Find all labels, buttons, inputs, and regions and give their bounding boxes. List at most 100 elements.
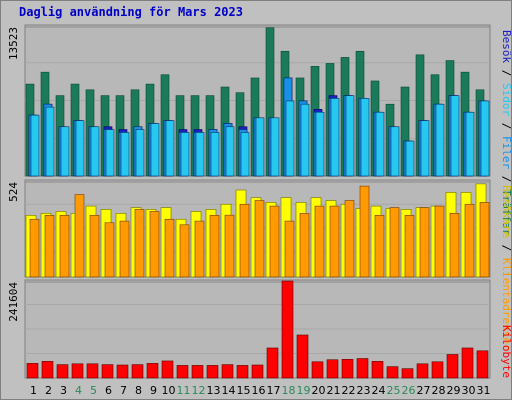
legend-entry: Sidor <box>500 83 512 116</box>
bar-klientadresser <box>344 200 355 278</box>
bar-klientadresser <box>314 205 325 278</box>
legend-separator: / <box>500 63 512 83</box>
bar-kilobyte <box>41 361 54 379</box>
bar-klientadresser <box>104 222 115 278</box>
bar-kilobyte <box>26 363 39 379</box>
bar-klientadresser <box>119 220 130 278</box>
bar-klientadresser <box>404 215 415 278</box>
legend-bottom: Kilobyte <box>500 325 512 378</box>
bar-kilobyte <box>56 364 69 379</box>
x-tick-label: 6 <box>105 384 112 397</box>
bar-sidor <box>420 120 430 177</box>
bar-sidor <box>435 103 445 177</box>
bar-sidor <box>405 140 415 177</box>
bar-klientadresser <box>74 194 85 278</box>
bar-klientadresser <box>269 205 280 278</box>
legend-separator: / <box>500 169 512 189</box>
x-tick-label: 26 <box>402 384 416 397</box>
bar-kilobyte <box>206 365 219 379</box>
bar-sidor <box>345 95 355 177</box>
bar-kilobyte <box>221 364 234 379</box>
bar-klientadresser <box>329 205 340 278</box>
bar-sidor <box>390 126 400 177</box>
bar-kilobyte <box>161 360 174 379</box>
bar-kilobyte <box>236 365 249 379</box>
x-tick-label: 1 <box>30 384 37 397</box>
x-tick-label: 30 <box>462 384 476 397</box>
bar-kilobyte <box>281 280 294 379</box>
bar-kilobyte <box>416 363 429 379</box>
legend-entry: Filer <box>500 136 512 169</box>
x-tick-label: 4 <box>75 384 82 397</box>
legend-entry: Besökare <box>500 185 512 238</box>
x-tick-label: 27 <box>417 384 431 397</box>
bar-kilobyte <box>461 347 474 379</box>
bar-klientadresser <box>29 218 40 278</box>
legend-entry: Träffar <box>500 189 512 236</box>
bar-kilobyte <box>341 359 354 379</box>
x-tick-label: 24 <box>372 384 386 397</box>
bar-kilobyte <box>116 364 129 379</box>
x-tick-label: 19 <box>297 384 311 397</box>
bar-kilobyte <box>371 361 384 379</box>
bar-kilobyte <box>356 358 369 379</box>
bar-sidor <box>60 126 70 177</box>
bar-sidor <box>135 129 145 177</box>
bar-kilobyte <box>266 347 279 379</box>
legend-separator: / <box>500 238 512 258</box>
bar-klientadresser <box>179 224 190 278</box>
x-tick-label: 11 <box>177 384 191 397</box>
bar-kilobyte <box>86 363 99 379</box>
bar-sidor <box>45 106 55 177</box>
bar-sidor <box>225 126 235 177</box>
bar-kilobyte <box>386 366 399 379</box>
bar-kilobyte <box>131 364 144 379</box>
bar-klientadresser <box>299 213 310 278</box>
bar-klientadresser <box>149 211 160 278</box>
bar-kilobyte <box>146 363 159 379</box>
bar-klientadresser <box>134 209 145 278</box>
bar-klientadresser <box>464 203 475 278</box>
x-tick-label: 28 <box>432 384 446 397</box>
x-tick-label: 29 <box>447 384 461 397</box>
x-tick-label: 3 <box>60 384 67 397</box>
legend-separator: / <box>500 116 512 136</box>
y-tick-label-middle: 524 <box>7 182 20 202</box>
bar-sidor <box>180 132 190 177</box>
x-tick-label: 18 <box>282 384 296 397</box>
bar-sidor <box>75 120 85 177</box>
x-tick-label: 14 <box>222 384 236 397</box>
bar-klientadresser <box>254 200 265 278</box>
bar-klientadresser <box>434 205 445 278</box>
bar-sidor <box>255 117 265 177</box>
bar-kilobyte <box>101 364 114 379</box>
bar-klientadresser <box>449 213 460 278</box>
legend-top: Besök / Sidor / Filer / Träffar <box>500 30 512 236</box>
chart-title: Daglig användning för Mars 2023 <box>19 5 243 19</box>
bar-kilobyte <box>311 361 324 379</box>
bar-klientadresser <box>89 215 100 278</box>
x-tick-label: 16 <box>252 384 266 397</box>
x-tick-label: 23 <box>357 384 371 397</box>
bar-kilobyte <box>71 363 84 379</box>
bar-sidor <box>300 103 310 177</box>
x-tick-label: 8 <box>135 384 142 397</box>
x-tick-label: 5 <box>90 384 97 397</box>
legend-entry: Kilobyte <box>500 325 512 378</box>
bar-kilobyte <box>326 359 339 379</box>
x-tick-label: 7 <box>120 384 127 397</box>
x-tick-label: 2 <box>45 384 52 397</box>
bar-sidor <box>450 95 460 177</box>
bar-sidor <box>330 98 340 177</box>
bar-kilobyte <box>431 361 444 379</box>
bar-sidor <box>90 126 100 177</box>
bar-kilobyte <box>191 365 204 379</box>
y-tick-label-bottom: 241604 <box>7 282 20 322</box>
x-tick-label: 25 <box>387 384 401 397</box>
bar-sidor <box>315 111 325 177</box>
bar-klientadresser <box>374 215 385 278</box>
bar-sidor <box>210 132 220 177</box>
bar-sidor <box>465 111 475 177</box>
x-tick-label: 15 <box>237 384 251 397</box>
